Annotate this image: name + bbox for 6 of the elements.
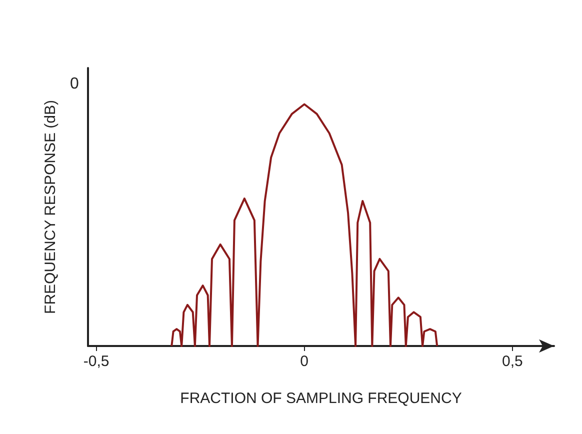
text: 0: [70, 76, 79, 92]
x-tick-label: 0: [300, 353, 309, 370]
x-tick-label: 0,5: [502, 353, 523, 370]
y-axis-title: FREQUENCY RESPONSE (dB): [42, 100, 59, 314]
x-tick-label: -0,5: [83, 353, 110, 370]
x-axis-title: FRACTION OF SAMPLING FREQUENCY: [180, 390, 462, 407]
